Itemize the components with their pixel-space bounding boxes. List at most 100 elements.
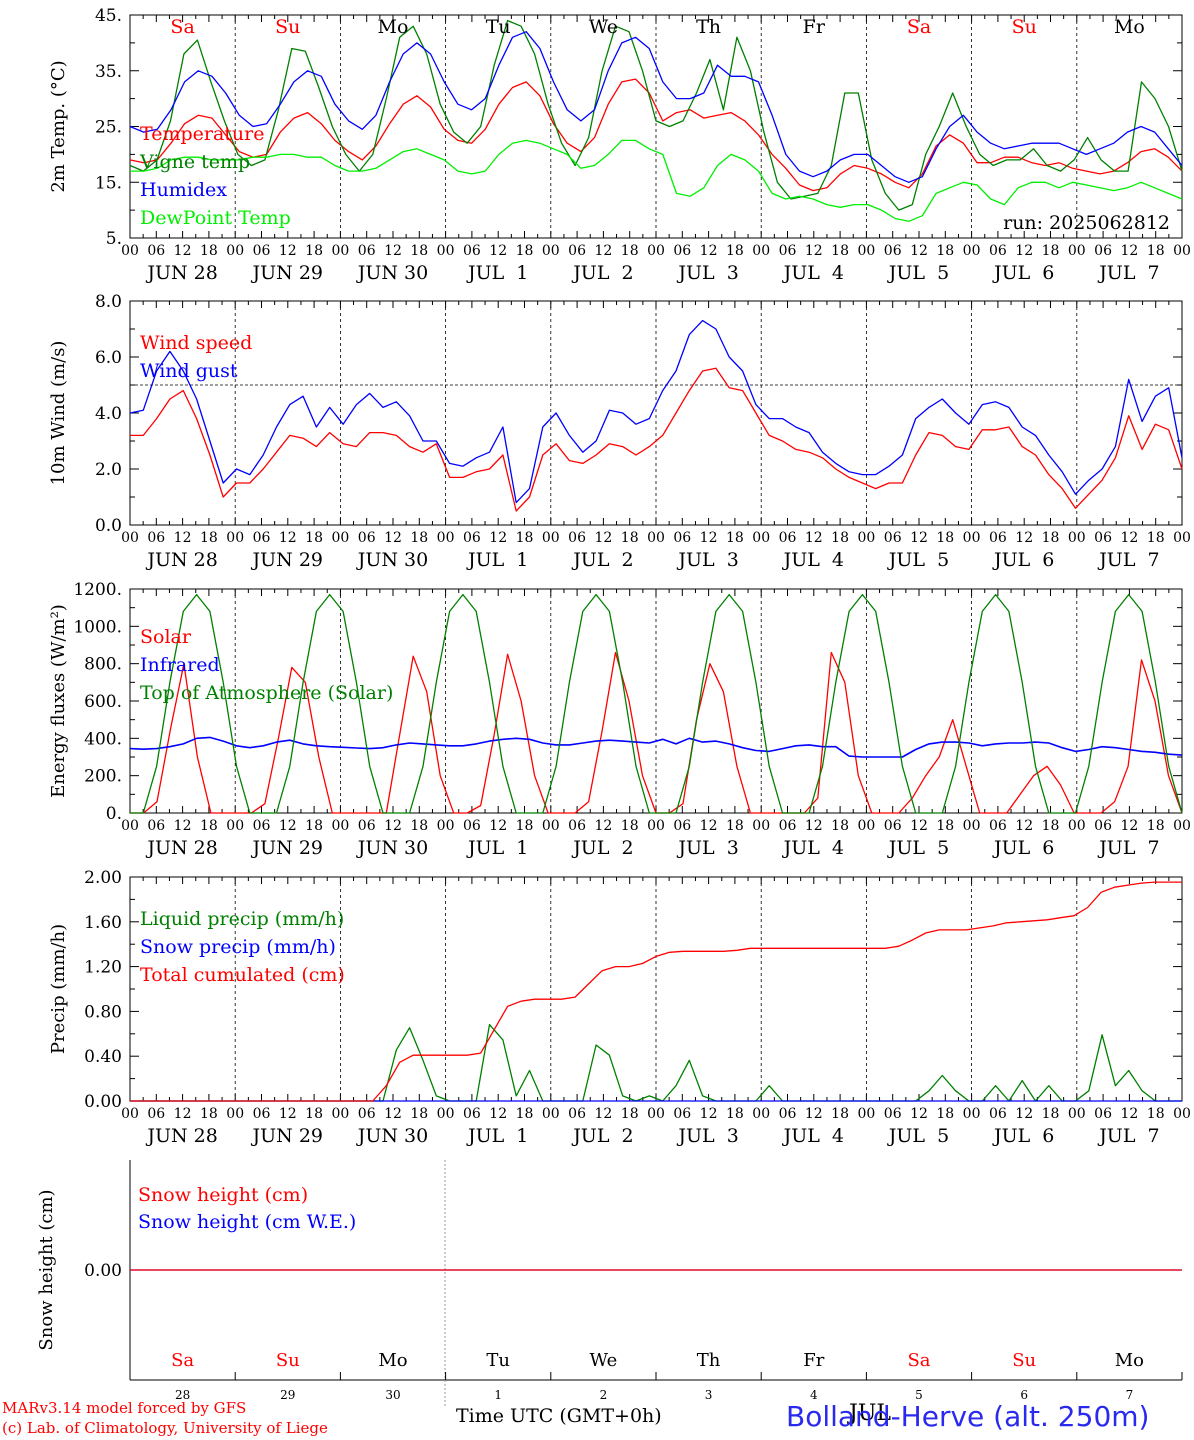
weekday-label: Mo [1114, 16, 1145, 38]
hour-label: 00 [542, 530, 560, 546]
hour-label: 06 [989, 243, 1007, 259]
y-tick-label: 5. [106, 229, 122, 249]
hour-label: 18 [516, 243, 534, 259]
hour-label: 12 [594, 1106, 612, 1122]
hour-label: 18 [1042, 818, 1060, 834]
hour-label: 06 [253, 818, 271, 834]
day-label: JUN 29 [251, 549, 323, 571]
hour-label: 00 [226, 818, 244, 834]
hour-label: 00 [542, 1106, 560, 1122]
day-label: JUL 2 [571, 837, 633, 859]
day-label: JUL 5 [887, 1125, 949, 1147]
day-label: JUN 30 [356, 837, 428, 859]
y-tick-label: 0.00 [84, 1261, 122, 1281]
hour-label: 06 [1094, 243, 1112, 259]
hour-label: 18 [305, 1106, 323, 1122]
day-number: 1 [494, 1388, 502, 1402]
hour-label: 12 [279, 818, 297, 834]
hour-label: 18 [621, 818, 639, 834]
legend-entry: Top of Atmosphere (Solar) [140, 682, 393, 704]
time-axis-title: Time UTC (GMT+0h) [456, 1405, 662, 1427]
weekday-label: Tu [486, 1350, 510, 1371]
hour-label: 00 [542, 818, 560, 834]
month-overlay: JUL [849, 1401, 891, 1426]
hour-label: 12 [910, 530, 928, 546]
hour-label: 00 [1173, 243, 1191, 259]
hour-label: 12 [1120, 818, 1138, 834]
hour-label: 12 [805, 1106, 823, 1122]
hour-label: 00 [647, 530, 665, 546]
y-axis-label: 2m Temp. (°C) [48, 60, 69, 192]
hour-label: 06 [1094, 530, 1112, 546]
legend-entry: Snow height (cm W.E.) [138, 1211, 356, 1233]
hour-label: 06 [568, 818, 586, 834]
hour-label: 06 [147, 818, 165, 834]
hour-label: 18 [200, 243, 218, 259]
hour-label: 06 [463, 530, 481, 546]
hour-label: 06 [358, 530, 376, 546]
legend-entry: Temperature [140, 123, 264, 145]
y-tick-label: 1200. [73, 580, 122, 600]
day-number: 4 [810, 1388, 818, 1402]
hour-label: 18 [1147, 1106, 1165, 1122]
legend-entry: Total cumulated (cm) [140, 964, 345, 986]
y-tick-label: 45. [95, 6, 122, 26]
hour-label: 00 [963, 243, 981, 259]
day-label: JUL 1 [466, 549, 528, 571]
day-label: JUN 30 [356, 1125, 428, 1147]
y-tick-label: 2.0 [95, 460, 122, 480]
hour-label: 00 [121, 243, 139, 259]
hour-label: 12 [174, 530, 192, 546]
day-number: 3 [705, 1388, 713, 1402]
hour-label: 06 [568, 1106, 586, 1122]
hour-label: 12 [489, 1106, 507, 1122]
weekday-label: Th [697, 1350, 721, 1371]
hour-label: 00 [857, 818, 875, 834]
hour-label: 00 [647, 1106, 665, 1122]
hour-label: 06 [884, 1106, 902, 1122]
series-line [129, 78, 1183, 192]
panel-frame [129, 300, 1183, 526]
hour-label: 00 [226, 243, 244, 259]
day-label: JUL 7 [1097, 549, 1159, 571]
y-tick-label: 600. [84, 692, 122, 712]
weekday-label: We [590, 1350, 618, 1371]
hour-label: 06 [673, 1106, 691, 1122]
y-tick-label: 0.40 [84, 1047, 122, 1067]
hour-label: 06 [253, 243, 271, 259]
station-name: Bolland-Herve (alt. 250m) [786, 1400, 1150, 1433]
weekday-label: Mo [378, 16, 409, 38]
panel-1: 5. 15. 25. 35. 45. 2m Temp. (°C) Temperature Vi… [48, 6, 1191, 284]
y-tick-label: 0.00 [84, 1092, 122, 1112]
hour-label: 18 [936, 530, 954, 546]
series-line [130, 593, 1183, 814]
hour-label: 00 [1068, 530, 1086, 546]
hour-label: 18 [516, 1106, 534, 1122]
legend-entry: Wind speed [140, 332, 252, 354]
series-line [129, 736, 1183, 758]
weekday-label: Sa [170, 16, 194, 38]
day-label: JUL 6 [992, 837, 1054, 859]
hour-label: 00 [121, 818, 139, 834]
day-label: JUL 2 [571, 262, 633, 284]
weekday-label: Mo [378, 1350, 407, 1371]
day-label: JUL 7 [1097, 1125, 1159, 1147]
hour-label: 00 [121, 530, 139, 546]
day-label: JUN 30 [356, 549, 428, 571]
y-axis-label: 10m Wind (m/s) [48, 341, 69, 486]
hour-label: 06 [253, 530, 271, 546]
hour-label: 06 [673, 818, 691, 834]
hour-label: 18 [936, 818, 954, 834]
day-label: JUL 3 [676, 1125, 738, 1147]
day-label: JUL 1 [466, 837, 528, 859]
hour-label: 00 [331, 530, 349, 546]
hour-label: 18 [200, 818, 218, 834]
hour-label: 12 [1120, 243, 1138, 259]
weekday-label: Su [1012, 1350, 1036, 1371]
hour-label: 00 [331, 243, 349, 259]
hour-label: 00 [1173, 530, 1191, 546]
hour-label: 12 [594, 530, 612, 546]
day-label: JUL 3 [676, 837, 738, 859]
hour-label: 00 [331, 1106, 349, 1122]
day-label: JUN 28 [145, 837, 217, 859]
